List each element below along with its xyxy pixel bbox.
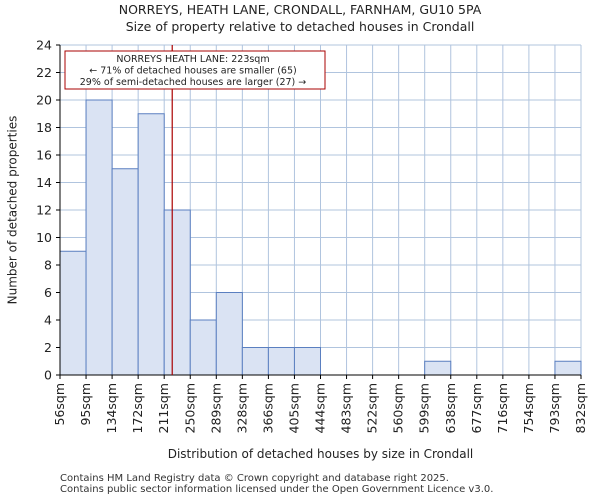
annotation-line: 29% of semi-detached houses are larger (… (80, 77, 307, 88)
x-axis-label: Distribution of detached houses by size … (168, 447, 474, 461)
x-tick-label: 560sqm (391, 383, 406, 433)
x-tick-label: 483sqm (339, 383, 354, 433)
x-tick-label: 134sqm (104, 383, 119, 433)
histogram-bar (189, 319, 217, 376)
y-tick-label: 2 (44, 340, 52, 355)
y-tick-label: 18 (36, 120, 52, 135)
x-tick-label: 366sqm (260, 383, 275, 433)
x-tick-label: 522sqm (365, 383, 380, 433)
y-tick-label: 20 (36, 93, 52, 108)
x-tick-label: 250sqm (182, 383, 197, 433)
histogram-bar (85, 99, 113, 376)
x-tick-label: 832sqm (573, 383, 588, 433)
x-tick-label: 599sqm (417, 383, 432, 433)
x-tick-label: 95sqm (78, 383, 93, 426)
y-tick-label: 6 (44, 285, 52, 300)
y-tick-label: 0 (44, 368, 52, 383)
x-tick-label: 638sqm (443, 383, 458, 433)
y-tick-label: 4 (44, 313, 52, 328)
y-tick-label: 16 (36, 148, 52, 163)
annotation-box (64, 50, 326, 90)
histogram-bar (424, 360, 452, 376)
histogram-bar (241, 347, 269, 376)
x-tick-label: 754sqm (521, 383, 536, 433)
chart-subtitle: Size of property relative to detached ho… (125, 19, 475, 34)
x-tick-label: 56sqm (52, 383, 67, 426)
x-tick-label: 677sqm (469, 383, 484, 433)
footer-copyright: Contains HM Land Registry data © Crown c… (60, 473, 449, 484)
x-tick-label: 716sqm (495, 383, 510, 433)
histogram-bar (215, 292, 243, 376)
histogram-bar (111, 168, 139, 376)
y-tick-label: 24 (36, 38, 52, 53)
histogram-bar (137, 113, 165, 376)
x-tick-label: 289sqm (208, 383, 223, 433)
y-axis-label: Number of detached properties (6, 116, 20, 305)
y-tick-label: 8 (44, 258, 52, 273)
histogram-bar (554, 360, 582, 376)
y-tick-label: 22 (36, 65, 52, 80)
y-tick-label: 12 (36, 203, 52, 218)
x-tick-label: 793sqm (547, 383, 562, 433)
x-tick-label: 405sqm (286, 383, 301, 433)
y-tick-label: 10 (36, 230, 52, 245)
histogram-bar (267, 347, 295, 376)
x-tick-label: 328sqm (234, 383, 249, 433)
x-tick-label: 444sqm (313, 383, 328, 433)
annotation-line: ← 71% of detached houses are smaller (65… (89, 66, 296, 77)
y-tick-label: 14 (36, 175, 52, 190)
footer-licence: Contains public sector information licen… (60, 484, 494, 495)
chart-title: NORREYS, HEATH LANE, CRONDALL, FARNHAM, … (118, 2, 482, 17)
x-tick-label: 172sqm (130, 383, 145, 433)
x-tick-label: 211sqm (156, 383, 171, 433)
annotation-line: NORREYS HEATH LANE: 223sqm (116, 54, 269, 65)
histogram-bar (59, 250, 87, 376)
histogram-bar (293, 347, 322, 376)
histogram-bar (163, 209, 191, 376)
